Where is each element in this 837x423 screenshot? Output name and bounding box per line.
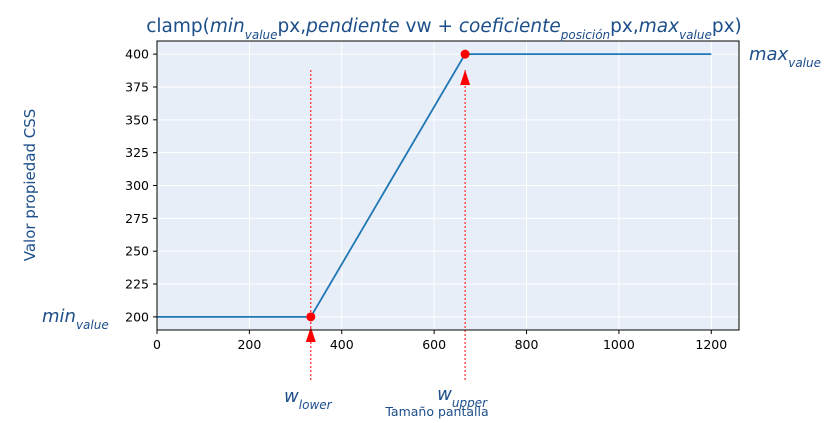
y-axis: 200 225 250 275 300 325 350 375 400: [125, 47, 157, 324]
annotation-min: minvalue: [42, 306, 109, 332]
x-axis-label: Tamaño pantalla: [384, 404, 488, 419]
y-tick-label: 225: [125, 277, 149, 292]
marker-group: [306, 49, 470, 322]
chart-title: clamp(minvaluepx,pendiente vw + coeficie…: [146, 16, 742, 42]
x-tick-label: 1000: [603, 337, 635, 352]
x-tick-label: 800: [515, 337, 539, 352]
series-group: [157, 53, 712, 318]
y-tick-label: 300: [125, 178, 149, 193]
guide-lines: [305, 70, 471, 381]
annotation-main: min: [42, 306, 76, 327]
title-part: min: [210, 16, 245, 37]
annotation-w_upper: wupper: [437, 384, 488, 410]
y-tick-label: 400: [125, 47, 149, 62]
title-part: value: [245, 28, 278, 42]
title-part: px,: [610, 16, 639, 37]
x-tick-label: 1200: [695, 337, 727, 352]
y-tick-label: 200: [125, 309, 149, 324]
annotation-main: max: [749, 44, 789, 65]
title-part: vw +: [400, 16, 459, 37]
title-part: value: [679, 28, 712, 42]
x-tick-label: 0: [153, 337, 161, 352]
series-line-clamp: [157, 53, 712, 318]
x-tick-label: 400: [330, 337, 354, 352]
annotation-sub: upper: [452, 396, 488, 410]
y-axis-label: Valor propiedad CSS: [21, 109, 39, 262]
title-part: pendiente: [305, 16, 399, 37]
y-tick-label: 275: [125, 211, 149, 226]
data-point: [306, 312, 316, 322]
annotation-main: w: [284, 386, 299, 407]
annotation-sub: value: [788, 56, 821, 70]
arrow-w_lower: [305, 327, 316, 342]
arrow-w_upper: [460, 70, 471, 85]
title-part: coeficiente: [459, 16, 561, 37]
annotation-sub: value: [76, 318, 109, 332]
x-axis: 0 200 400 600 800 1000 1200: [153, 330, 727, 352]
y-tick-label: 350: [125, 112, 149, 127]
title-part: max: [639, 16, 680, 37]
title-part: px): [712, 16, 742, 37]
x-tick-label: 200: [237, 337, 261, 352]
y-tick-label: 325: [125, 145, 149, 160]
data-point: [460, 49, 470, 59]
annotation-sub: lower: [299, 398, 333, 412]
title-part: px,: [278, 16, 307, 37]
annotation-w_lower: wlower: [284, 386, 333, 412]
annotation-main: w: [437, 384, 452, 405]
y-tick-label: 375: [125, 79, 149, 94]
title-part: clamp(: [146, 16, 210, 37]
annotation-max: maxvalue: [749, 44, 821, 70]
y-tick-label: 250: [125, 244, 149, 259]
title-part: posición: [560, 28, 610, 42]
x-tick-label: 600: [422, 337, 446, 352]
